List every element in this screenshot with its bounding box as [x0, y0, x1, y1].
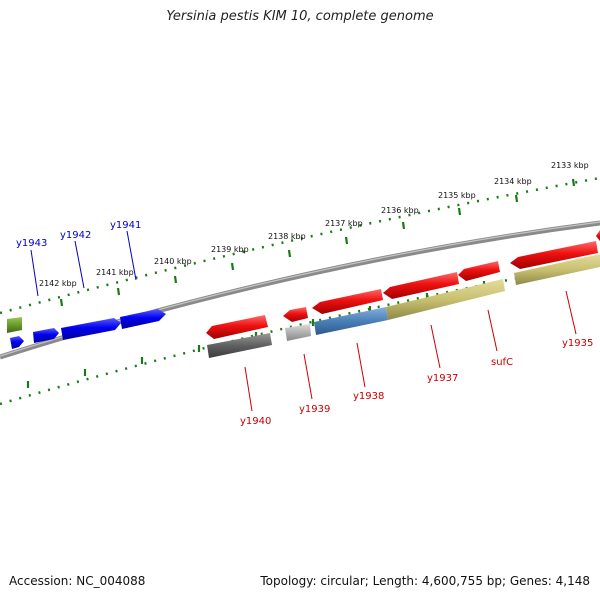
gene-label-y1941[interactable]: y1941 — [110, 220, 141, 231]
gene-arrow-y1942-a[interactable] — [33, 328, 59, 343]
leader-y1935 — [565, 290, 577, 335]
scale-label: 2133 kbp — [551, 161, 589, 170]
leader-y1943 — [30, 249, 39, 297]
outer-major-ticks — [59, 178, 576, 307]
scale-label: 2139 kbp — [211, 245, 249, 254]
gene-arrow-y1938[interactable] — [312, 289, 383, 314]
gene-arrow-y1935[interactable] — [510, 241, 598, 269]
scale-label: 2141 kbp — [96, 268, 134, 277]
gene-arrow-y1940[interactable] — [206, 315, 268, 339]
scale-label: 2137 kbp — [325, 219, 363, 228]
gene-arrow-y1939[interactable] — [283, 307, 308, 322]
leader-y1942 — [74, 240, 85, 289]
feature-block-light-gray[interactable] — [285, 324, 311, 341]
scale-label: 2142 kbp — [39, 279, 77, 288]
gene-label-sufC[interactable]: sufC — [491, 357, 513, 368]
feature-block-steel[interactable] — [314, 307, 388, 335]
gene-arrow-y1937[interactable] — [383, 272, 459, 299]
leader-y1939 — [303, 353, 313, 400]
leader-y1937 — [430, 324, 441, 369]
gene-label-y1938[interactable]: y1938 — [353, 391, 384, 402]
gene-label-y1937[interactable]: y1937 — [427, 373, 458, 384]
gene-label-y1942[interactable]: y1942 — [60, 230, 91, 241]
genome-stats-text: Topology: circular; Length: 4,600,755 bp… — [260, 574, 590, 588]
gene-label-y1935[interactable]: y1935 — [562, 338, 593, 349]
leader-y1940 — [244, 366, 253, 412]
gene-arrow-sufC[interactable] — [458, 261, 500, 281]
scale-label: 2138 kbp — [268, 232, 306, 241]
scale-label: 2136 kbp — [381, 206, 419, 215]
feature-block-olive[interactable] — [386, 279, 505, 320]
outer-scale-dots — [0, 176, 600, 315]
leader-y1938 — [356, 342, 366, 388]
gene-label-y1940[interactable]: y1940 — [240, 416, 271, 427]
gene-block-green[interactable] — [7, 317, 22, 333]
gene-arrow-y1941[interactable] — [120, 309, 166, 329]
accession-text: Accession: NC_004088 — [9, 574, 146, 588]
leader-sufC — [487, 309, 498, 352]
scale-label: 2135 kbp — [438, 191, 476, 200]
map-title: Yersinia pestis KIM 10, complete genome — [166, 9, 434, 24]
gene-arrow-next[interactable] — [596, 230, 600, 241]
gene-arrow-y1942[interactable] — [61, 318, 121, 340]
gene-arrow-y1943[interactable] — [10, 336, 24, 349]
gene-label-y1939[interactable]: y1939 — [299, 404, 330, 415]
feature-block-dark-gray[interactable] — [207, 333, 272, 358]
gene-label-y1943[interactable]: y1943 — [16, 238, 47, 249]
feature-block-olive-right[interactable] — [514, 254, 600, 285]
scale-label: 2140 kbp — [154, 257, 192, 266]
scale-label: 2134 kbp — [494, 177, 532, 186]
leader-y1941 — [126, 230, 137, 281]
